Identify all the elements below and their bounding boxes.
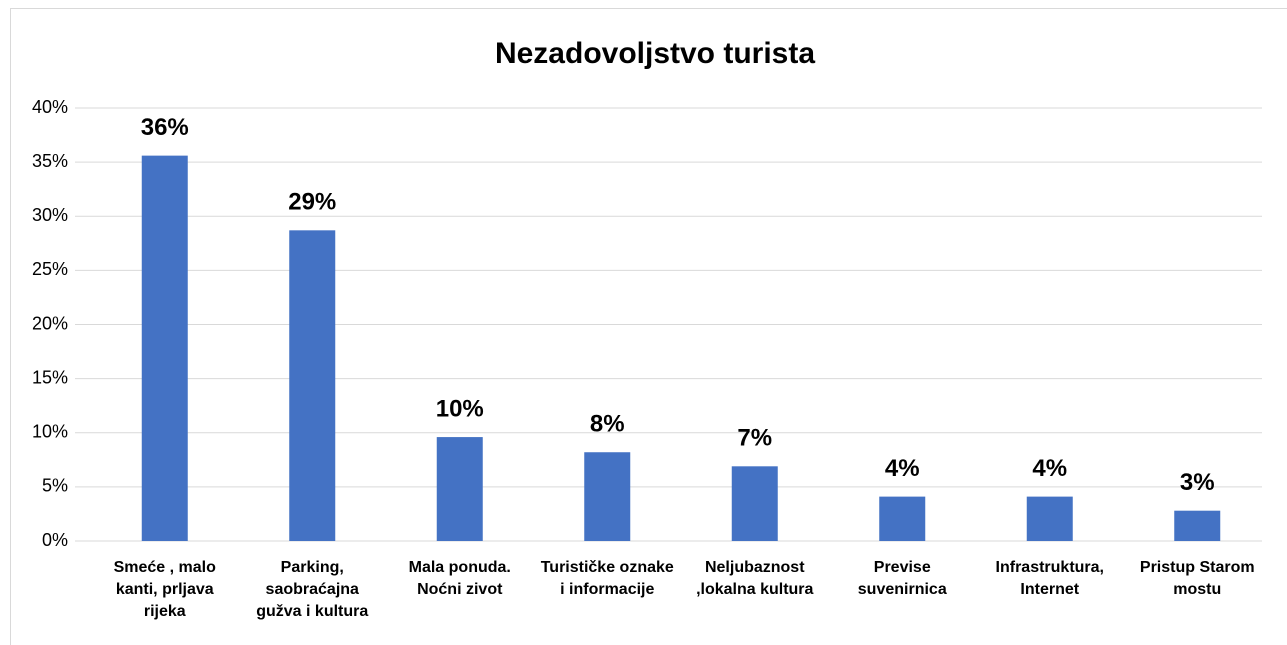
data-label: 8% [590, 411, 625, 438]
bar [289, 230, 336, 541]
x-tick-label: Turističke oznake i informacije [540, 559, 674, 598]
x-tick-label: Neljubaznost ,lokalna kultura [696, 559, 814, 598]
data-label: 4% [1032, 455, 1067, 482]
chart-title: Nezadovoljstvo turista [495, 37, 815, 70]
bar [584, 452, 631, 541]
x-tick-label: Parking, saobraćajna gužva i kultura [256, 559, 369, 620]
chart-border [10, 8, 1287, 645]
bar [141, 155, 188, 541]
x-tick-label: Infrastruktura, Internet [995, 559, 1104, 598]
y-tick-label: 5% [42, 476, 68, 496]
data-label: 4% [885, 455, 920, 482]
y-tick-label: 40% [32, 97, 68, 117]
x-tick-label: Pristup Starom mostu [1139, 559, 1255, 598]
y-tick-label: 25% [32, 259, 68, 279]
data-label: 29% [288, 189, 336, 216]
bar [1174, 510, 1221, 541]
y-tick-label: 35% [32, 151, 68, 171]
x-tick-label: Smeće , malo kanti, prljava rijeka [113, 559, 216, 620]
y-tick-label: 20% [32, 313, 68, 333]
bar [731, 466, 778, 541]
y-tick-label: 10% [32, 422, 68, 442]
y-tick-label: 15% [32, 367, 68, 387]
data-label: 3% [1180, 469, 1215, 496]
bar [436, 437, 483, 541]
y-tick-label: 30% [32, 205, 68, 225]
bar [1026, 496, 1073, 541]
y-tick-label: 0% [42, 530, 68, 550]
data-label: 36% [141, 114, 189, 141]
data-label: 7% [737, 425, 772, 452]
data-label: 10% [436, 395, 484, 422]
x-tick-label: Mala ponuda. Noćni zivot [408, 559, 511, 598]
bar [879, 496, 926, 541]
x-tick-label: Previse suvenirnica [857, 559, 947, 598]
